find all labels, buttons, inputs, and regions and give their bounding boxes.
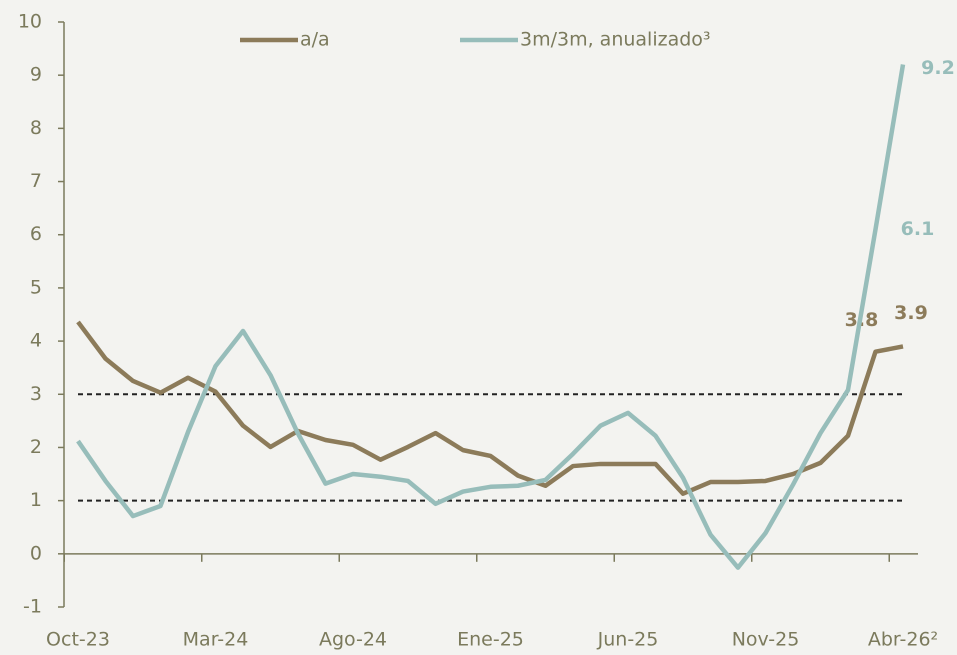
- y-tick-label: 10: [18, 11, 42, 33]
- x-tick-label: Jun-25: [597, 629, 659, 651]
- legend-label: a/a: [300, 29, 330, 51]
- legend-label: 3m/3m, anualizado³: [520, 29, 711, 51]
- y-tick-label: 4: [30, 330, 42, 352]
- data-label: 3.9: [894, 302, 928, 324]
- series-line: [76, 320, 904, 496]
- y-tick-label: 9: [30, 64, 42, 86]
- x-tick-label: Ene-25: [457, 629, 524, 651]
- data-label: 6.1: [901, 218, 935, 240]
- series-line: [76, 64, 906, 570]
- data-label: 9.2: [921, 57, 955, 79]
- y-tick-label: 0: [30, 542, 42, 564]
- y-tick-label: 5: [30, 276, 42, 298]
- x-tick-label: Abr-26²: [868, 629, 938, 651]
- y-tick-label: 8: [30, 117, 42, 139]
- x-tick-label: Oct-23: [46, 629, 110, 651]
- x-tick-label: Mar-24: [183, 629, 249, 651]
- y-tick-label: -1: [23, 596, 42, 618]
- y-tick-label: 1: [30, 489, 42, 511]
- y-tick-label: 7: [30, 170, 42, 192]
- y-tick-label: 2: [30, 436, 42, 458]
- y-tick-label: 6: [30, 223, 42, 245]
- y-tick-label: 3: [30, 383, 42, 405]
- x-tick-label: Ago-24: [319, 629, 387, 651]
- x-tick-label: Nov-25: [732, 629, 800, 651]
